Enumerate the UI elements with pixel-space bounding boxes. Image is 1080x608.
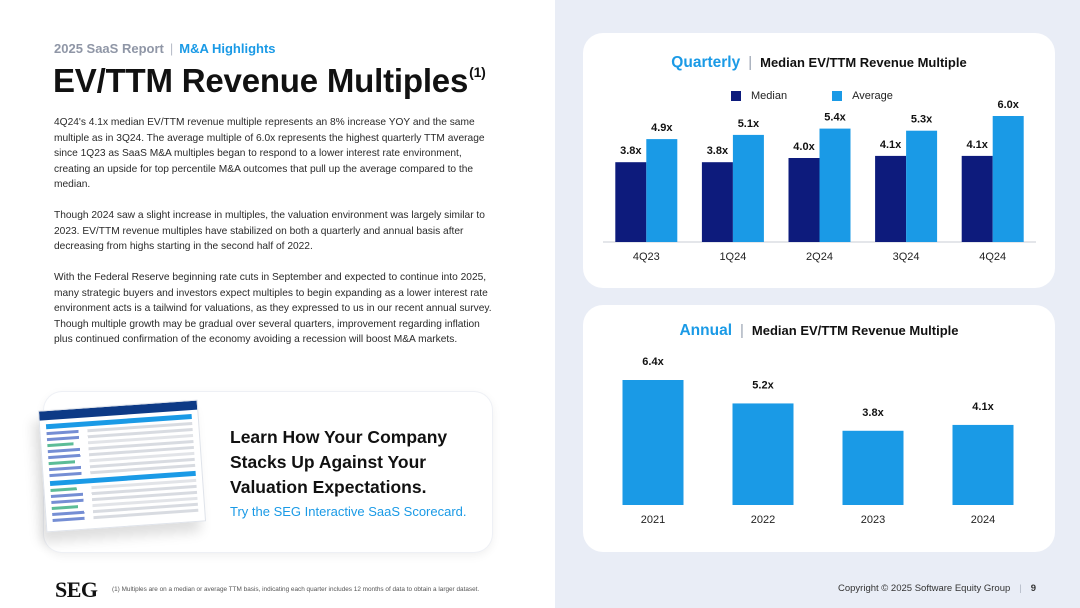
footnote: (1) Multiples are on a median or average… xyxy=(112,586,480,593)
x-tick-label: 2022 xyxy=(751,514,775,526)
bar-average xyxy=(646,139,678,242)
body-text: 4Q24's 4.1x median EV/TTM revenue multip… xyxy=(54,115,494,363)
legend-median: Median xyxy=(731,90,787,102)
x-tick-label: 4Q23 xyxy=(633,251,660,263)
bar-value-label: 4.1x xyxy=(966,139,988,151)
scorecard-link[interactable]: Try the SEG Interactive SaaS Scorecard. xyxy=(230,504,467,519)
annual-chart-title: Annual | Median EV/TTM Revenue Multiple xyxy=(583,322,1055,340)
bar-average xyxy=(732,134,764,242)
bar-average xyxy=(992,116,1024,242)
bar-annual xyxy=(952,424,1014,505)
bar-value-label: 4.1x xyxy=(880,139,902,151)
page-number: 9 xyxy=(1030,583,1037,594)
bar-median xyxy=(615,162,647,242)
quarterly-label: Quarterly xyxy=(671,54,741,71)
x-tick-label: 4Q24 xyxy=(979,251,1006,263)
annual-chart-subtitle: Median EV/TTM Revenue Multiple xyxy=(751,323,959,338)
x-tick-label: 2021 xyxy=(641,514,665,526)
x-tick-label: 2024 xyxy=(971,514,995,526)
section-name: M&A Highlights xyxy=(179,41,276,56)
legend-average-swatch xyxy=(832,91,843,101)
quarterly-chart-card: Quarterly | Median EV/TTM Revenue Multiple… xyxy=(583,33,1055,288)
quarterly-chart-title: Quarterly | Median EV/TTM Revenue Multiple xyxy=(583,54,1055,72)
bar-value-label: 5.2x xyxy=(752,379,774,391)
bar-value-label: 5.4x xyxy=(824,112,846,124)
bar-value-label: 3.8x xyxy=(707,145,729,157)
footer-divider: | xyxy=(1019,583,1022,594)
page-title-text: EV/TTM Revenue Multiples xyxy=(53,62,469,99)
report-eyebrow: 2025 SaaS Report | M&A Highlights xyxy=(54,41,276,56)
copyright-text: Copyright © 2025 Software Equity Group xyxy=(838,583,1011,594)
bar-median xyxy=(961,155,993,242)
paragraph: With the Federal Reserve beginning rate … xyxy=(54,272,492,345)
x-tick-label: 1Q24 xyxy=(719,251,746,263)
bar-median xyxy=(875,155,907,242)
report-name: 2025 SaaS Report xyxy=(54,41,164,56)
x-tick-label: 3Q24 xyxy=(893,251,920,263)
bar-value-label: 6.0x xyxy=(997,99,1019,111)
legend-average: Average xyxy=(832,90,893,102)
legend-average-label: Average xyxy=(852,90,893,102)
bar-value-label: 4.1x xyxy=(972,401,994,413)
bar-annual xyxy=(622,380,684,505)
cta-heading: Learn How Your Company Stacks Up Against… xyxy=(230,427,448,497)
quarterly-chart-subtitle: Median EV/TTM Revenue Multiple xyxy=(760,55,967,70)
bar-value-label: 3.8x xyxy=(620,145,642,157)
x-tick-label: 2023 xyxy=(861,514,885,526)
chart-legend: Median Average xyxy=(731,90,935,104)
bar-average xyxy=(819,128,851,242)
title-divider: | xyxy=(748,54,753,71)
paragraph: 4Q24's 4.1x median EV/TTM revenue multip… xyxy=(54,117,485,190)
legend-median-swatch xyxy=(731,91,741,101)
x-tick-label: 2Q24 xyxy=(806,251,833,263)
paragraph: Though 2024 saw a slight increase in mul… xyxy=(54,210,485,252)
annual-label: Annual xyxy=(679,322,733,339)
bar-median xyxy=(701,162,733,242)
bar-average xyxy=(906,130,938,242)
bar-value-label: 5.1x xyxy=(738,118,760,130)
scorecard-thumbnail xyxy=(37,399,207,533)
bar-annual xyxy=(732,403,794,505)
annual-chart-card: Annual | Median EV/TTM Revenue Multiple 6.… xyxy=(583,305,1055,552)
bar-value-label: 4.9x xyxy=(651,122,673,134)
bar-median xyxy=(788,158,820,242)
copyright-footer: Copyright © 2025 Software Equity Group | 9 xyxy=(838,583,1036,594)
bar-annual xyxy=(842,430,904,505)
title-divider: | xyxy=(740,322,744,339)
bar-value-label: 6.4x xyxy=(642,356,664,368)
quarterly-bar-chart: 3.8x 4.9x 4Q23 3.8x 5.1x 1Q24 4.0x 5.4x 2Q24 4.1x… xyxy=(603,99,1036,263)
seg-logo: SEG xyxy=(55,577,98,602)
page-title: EV/TTM Revenue Multiples(1) xyxy=(53,62,486,100)
bar-value-label: 3.8x xyxy=(862,407,884,419)
bar-value-label: 4.0x xyxy=(793,141,815,153)
legend-median-label: Median xyxy=(751,90,788,102)
title-footnote-marker: (1) xyxy=(469,64,486,80)
eyebrow-divider: | xyxy=(169,41,174,56)
bar-value-label: 5.3x xyxy=(911,114,933,126)
annual-bar-chart: 6.4x 2021 5.2x 2022 3.8x 2023 4.1x 2024 xyxy=(622,356,1014,526)
